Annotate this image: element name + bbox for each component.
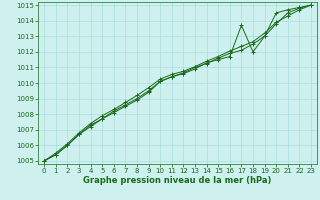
X-axis label: Graphe pression niveau de la mer (hPa): Graphe pression niveau de la mer (hPa) — [84, 176, 272, 185]
